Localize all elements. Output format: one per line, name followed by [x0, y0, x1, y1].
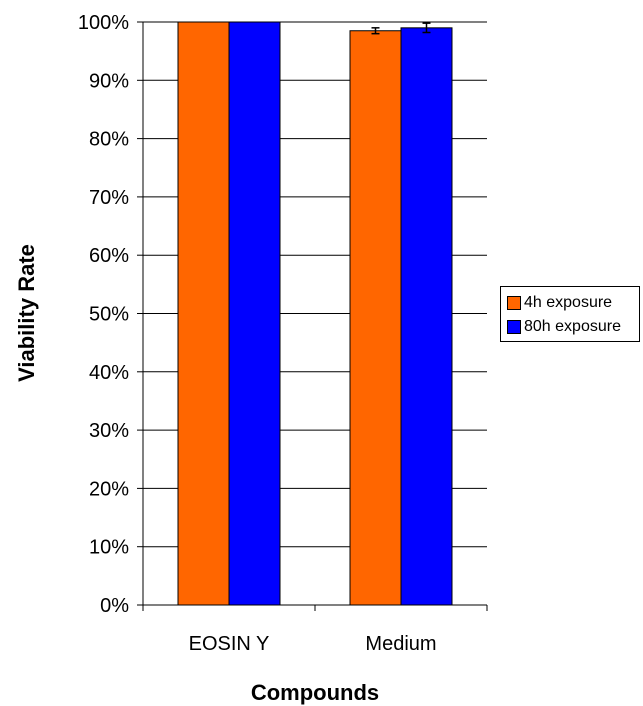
legend-swatch-80h — [507, 320, 521, 334]
x-tick-labels: EOSIN Y Medium — [189, 633, 437, 655]
x-tick-label: EOSIN Y — [189, 633, 270, 655]
legend-item-80h: 80h exposure — [507, 315, 639, 339]
x-axis-title: Compounds — [251, 680, 379, 705]
y-tick-labels: 0% 10% 20% 30% 40% 50% 60% 70% 80% 90% 100% — [78, 12, 129, 617]
error-bars — [371, 22, 431, 35]
y-tick-label: 60% — [89, 245, 129, 267]
y-tick-label: 50% — [89, 304, 129, 326]
y-tick-label: 0% — [100, 595, 129, 617]
bar-80h-exposure-Medium — [400, 27, 453, 606]
legend-swatch-4h — [507, 296, 521, 310]
legend-label-80h: 80h exposure — [524, 318, 621, 335]
axes — [137, 21, 488, 611]
y-tick-label: 20% — [89, 478, 129, 500]
legend-label-4h: 4h exposure — [524, 294, 613, 311]
y-tick-label: 90% — [89, 70, 129, 92]
legend-item-4h: 4h exposure — [507, 291, 639, 315]
legend: 4h exposure 80h exposure — [500, 286, 640, 342]
y-axis-title: Viability Rate — [14, 244, 39, 382]
bar-4h-exposure-Medium — [349, 30, 402, 606]
y-tick-label: 70% — [89, 187, 129, 209]
y-tick-label: 30% — [89, 420, 129, 442]
bar-80h-exposure-EOSIN-Y — [228, 21, 281, 606]
x-tick-label: Medium — [365, 633, 436, 655]
y-tick-label: 10% — [89, 537, 129, 559]
y-tick-label: 80% — [89, 129, 129, 151]
y-tick-label: 40% — [89, 362, 129, 384]
y-tick-label: 100% — [78, 12, 129, 34]
bar-4h-exposure-EOSIN-Y — [177, 21, 230, 606]
